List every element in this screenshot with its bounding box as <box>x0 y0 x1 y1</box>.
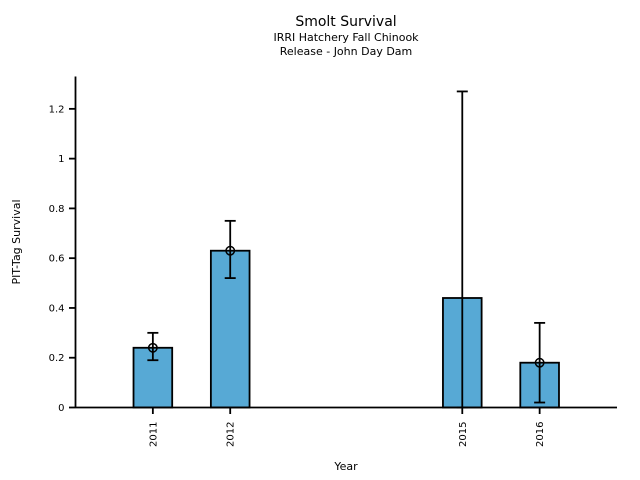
y-tick-label-0.4: 0.4 <box>49 303 65 314</box>
x-tick-label-2011: 2011 <box>148 422 159 447</box>
y-tick-label-1: 1 <box>58 154 64 165</box>
y-tick-label-0.6: 0.6 <box>49 254 65 265</box>
point-marker-2016 <box>534 357 545 368</box>
chart-title: Smolt Survival <box>295 14 396 30</box>
x-tick-label-2016: 2016 <box>535 422 546 447</box>
chart-subtitle-line2: Release - John Day Dam <box>280 45 413 58</box>
y-tick-label-0.8: 0.8 <box>49 204 65 215</box>
x-tick-label-2012: 2012 <box>226 422 237 447</box>
y-tick-label-0.2: 0.2 <box>49 353 65 364</box>
y-tick-label-1.2: 1.2 <box>49 104 65 115</box>
chart-subtitle-line1: IRRI Hatchery Fall Chinook <box>273 31 419 44</box>
y-axis-label: PIT-Tag Survival <box>10 199 23 284</box>
x-tick-label-2015: 2015 <box>458 422 469 447</box>
point-marker-2011 <box>147 342 158 353</box>
chart-layer: 0 0.2 0.4 0.6 0.8 1 1.2 2011 2012 2015 2016 <box>49 76 617 447</box>
x-axis-label: Year <box>333 460 358 473</box>
point-marker-2012 <box>225 245 236 256</box>
y-tick-label-0: 0 <box>58 403 64 414</box>
